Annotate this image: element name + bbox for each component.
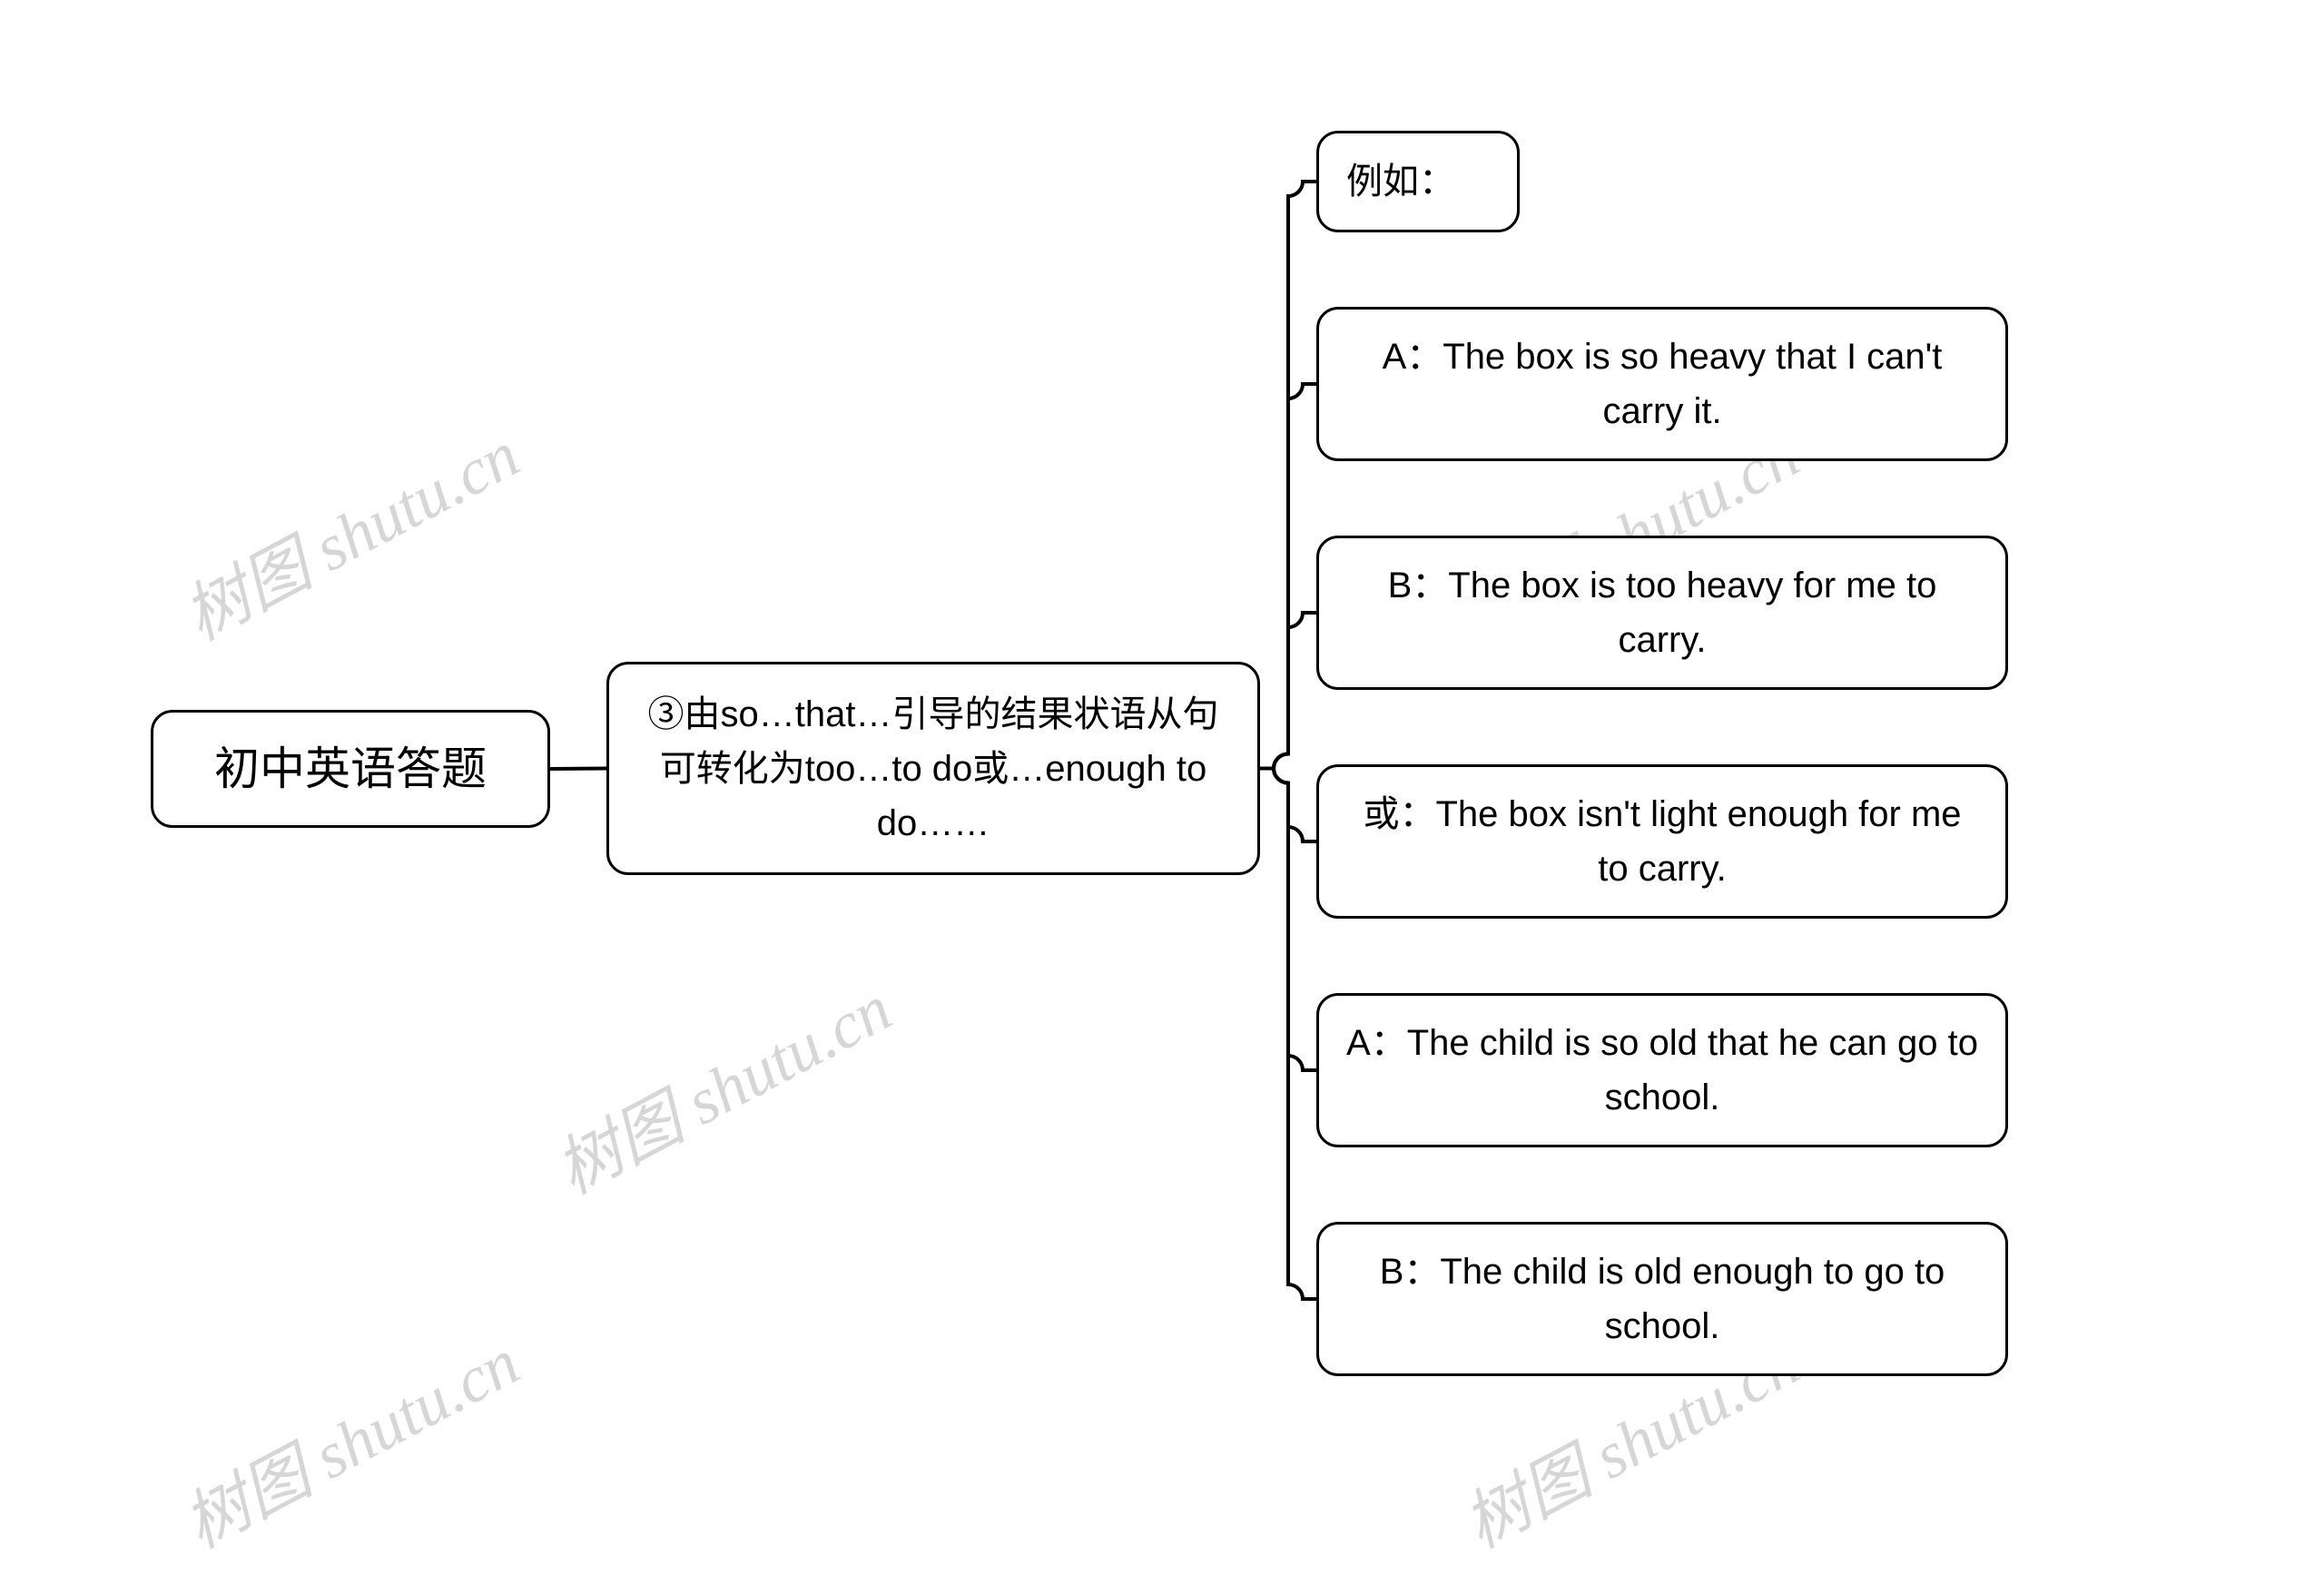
node-example-b2: B：The child is old enough to go to schoo… [1316, 1222, 2008, 1376]
node-example-b1: B：The box is too heavy for me to carry. [1316, 536, 2008, 690]
watermark: 树图 shutu.cn [164, 1310, 533, 1566]
node-root: 初中英语答题 [151, 710, 550, 828]
node-rule: ③由so…that…引导的结果状语从句可转化为too…to do或…enough… [606, 662, 1260, 875]
watermark: 树图 shutu.cn [537, 956, 905, 1212]
node-example-a1: A：The box is so heavy that I can't carry… [1316, 307, 2008, 461]
node-example-header: 例如： [1316, 131, 1520, 232]
watermark: 树图 shutu.cn [164, 402, 533, 658]
node-example-alt: 或：The box isn't light enough for me to c… [1316, 764, 2008, 919]
node-example-a2: A：The child is so old that he can go to … [1316, 993, 2008, 1147]
